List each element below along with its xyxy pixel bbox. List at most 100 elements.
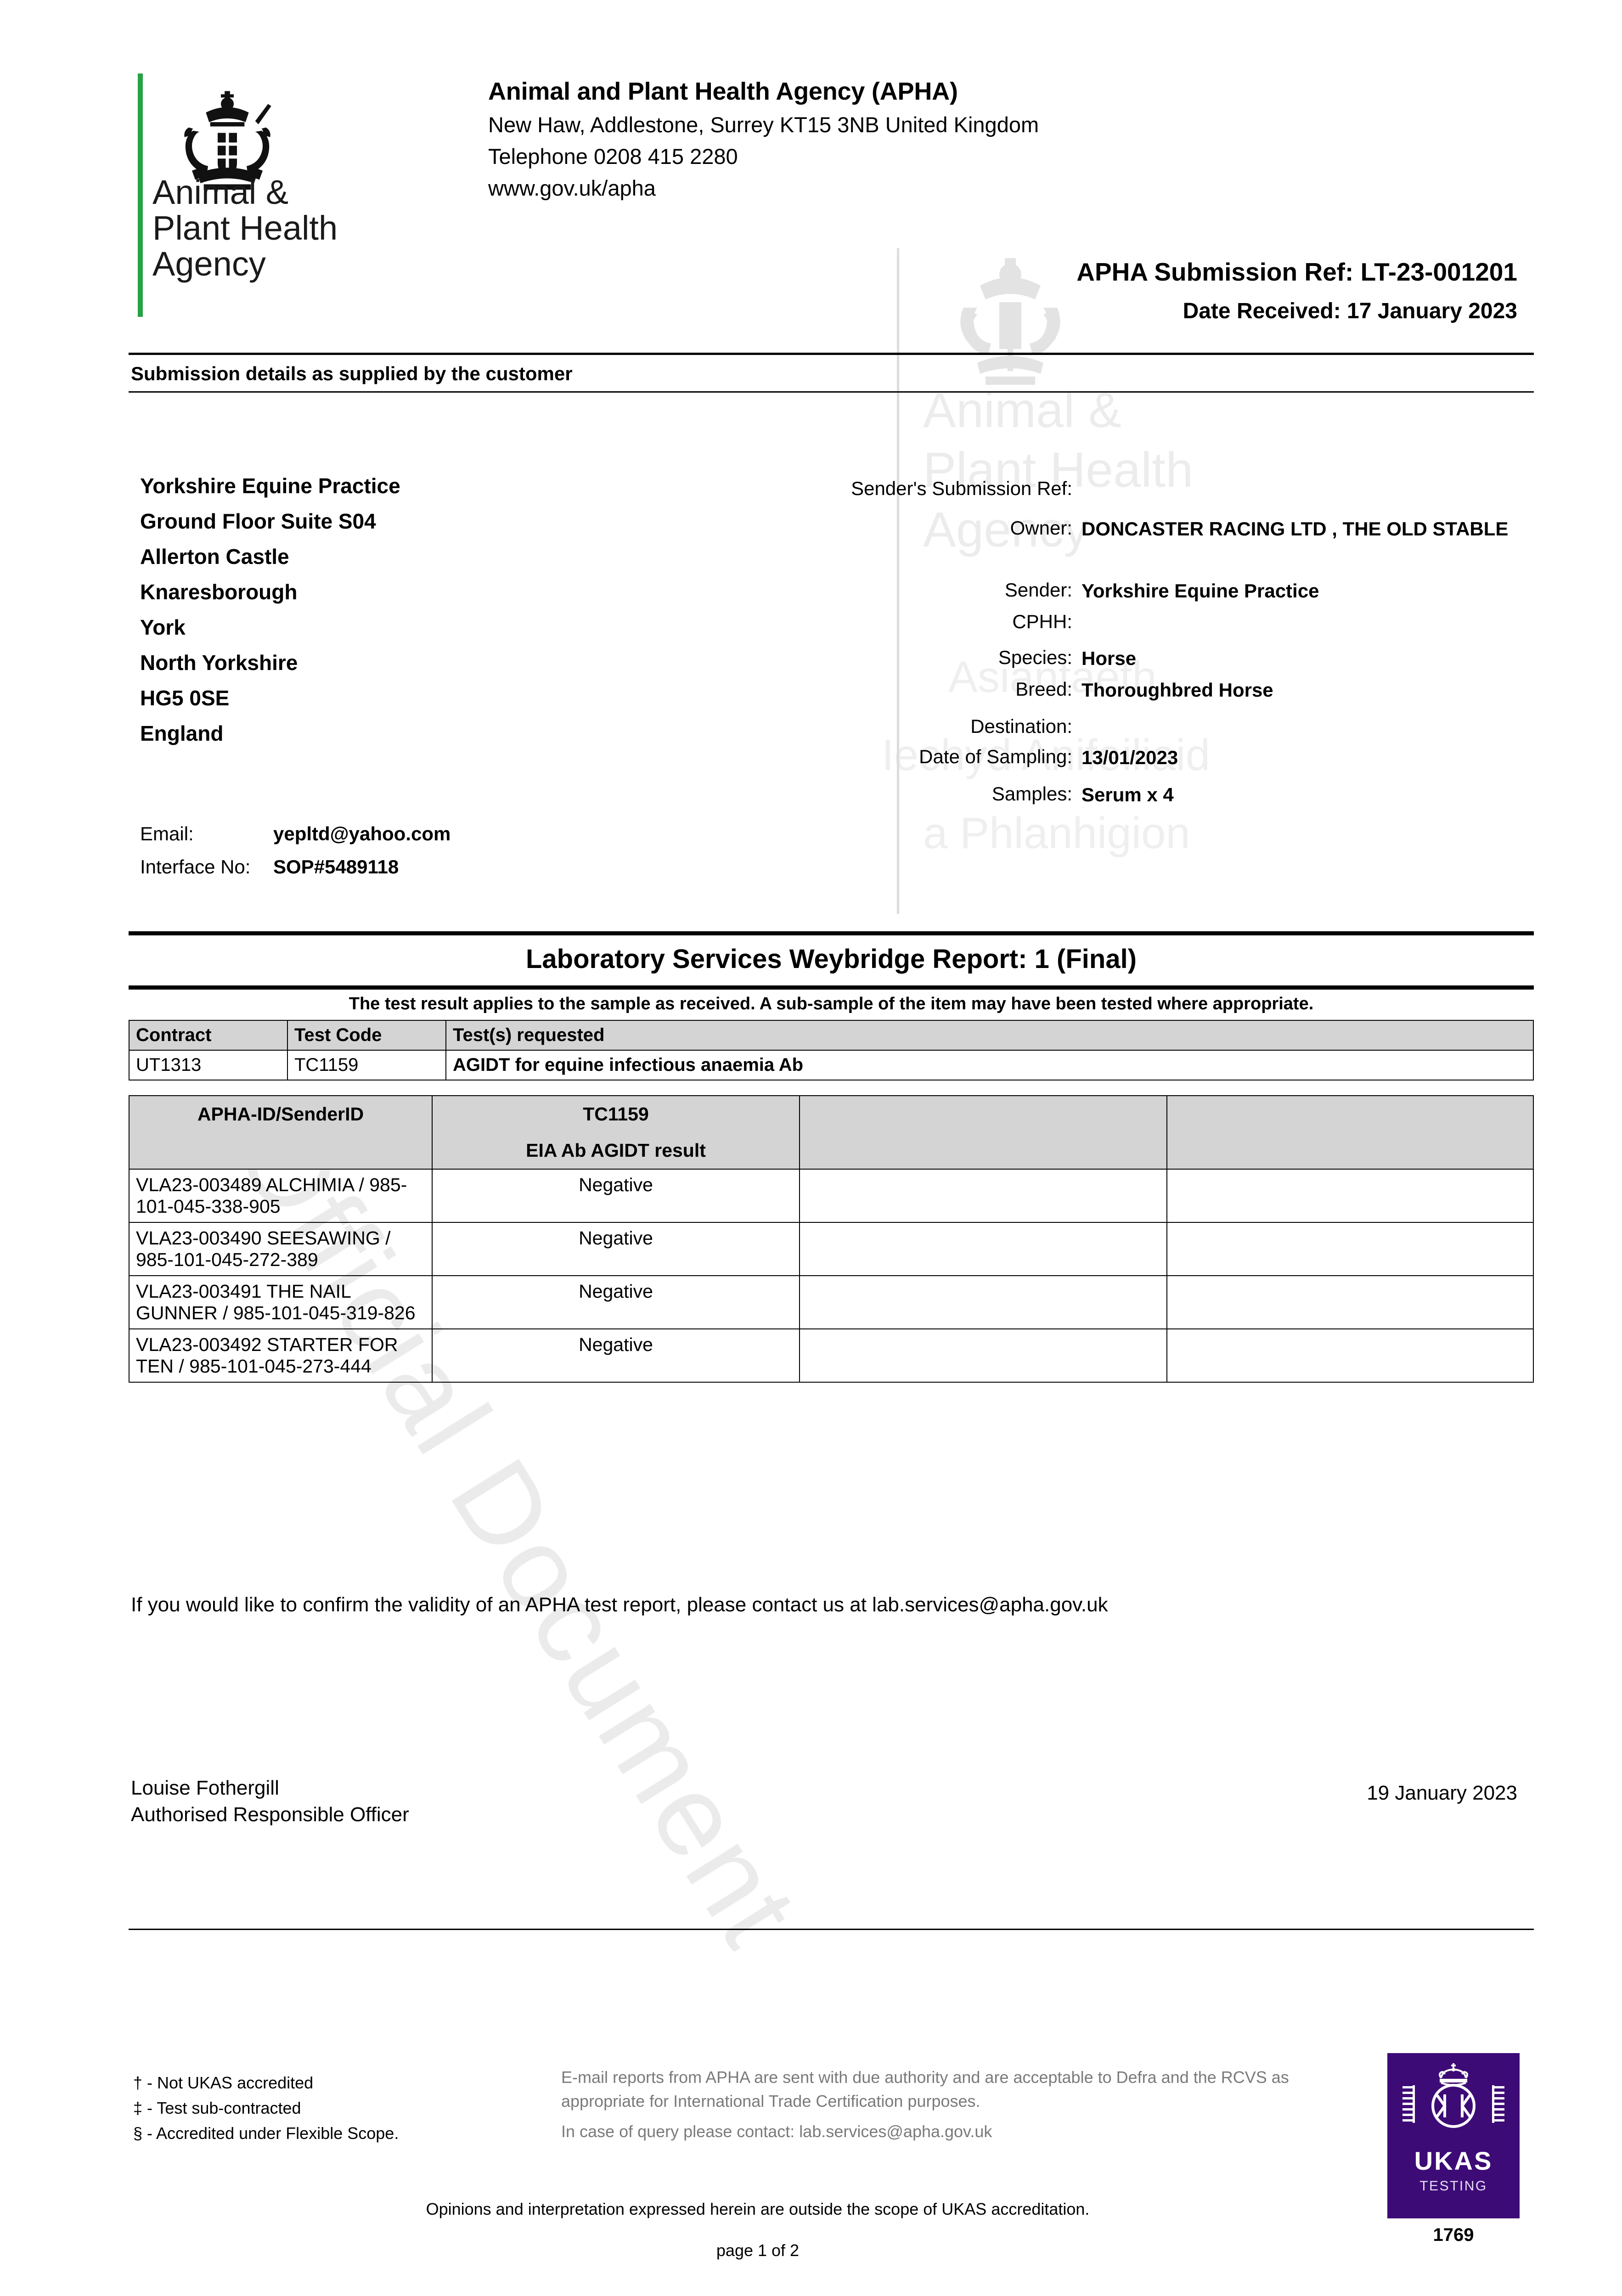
- field-species: Species: Horse: [781, 647, 1534, 670]
- footnote-legend: † - Not UKAS accredited ‡ - Test sub-con…: [133, 2070, 399, 2146]
- table-row: VLA23-003492 STARTER FOR TEN / 985-101-0…: [129, 1328, 1534, 1383]
- ukas-accreditation-logo: UKAS TESTING: [1387, 2053, 1520, 2218]
- field-value: 13/01/2023: [1081, 747, 1178, 768]
- report-title: Laboratory Services Weybridge Report: 1 …: [525, 944, 1137, 974]
- field-label: Samples:: [991, 783, 1072, 805]
- field-label: Date of Sampling:: [919, 746, 1072, 767]
- footer-email-note: E-mail reports from APHA are sent with d…: [561, 2068, 1289, 2110]
- footer-query-note: In case of query please contact: lab.ser…: [561, 2122, 992, 2141]
- ukas-subtitle: TESTING: [1419, 2178, 1487, 2194]
- col-empty-2: [1166, 1095, 1534, 1170]
- watermark-line-6: a Phlanhigion: [923, 809, 1190, 858]
- cell-extra-1: [799, 1169, 1167, 1223]
- footnote-not-ukas: † - Not UKAS accredited: [133, 2073, 314, 2092]
- email-row: Email: yepltd@yahoo.com: [140, 817, 451, 850]
- date-received: Date Received: 17 January 2023: [1183, 299, 1517, 323]
- ukas-crown-emblem-icon: [1401, 2058, 1506, 2145]
- agency-contact-header: Animal and Plant Health Agency (APHA) Ne…: [488, 77, 1039, 201]
- signature-block: Louise Fothergill Authorised Responsible…: [131, 1775, 409, 1828]
- logo-line-3: Agency: [152, 245, 266, 283]
- col-test-result: TC1159 EIA Ab AGIDT result: [432, 1095, 800, 1170]
- address-line: Ground Floor Suite S04: [140, 509, 376, 533]
- footnote-subcontracted: ‡ - Test sub-contracted: [133, 2099, 301, 2117]
- field-label: Breed:: [1015, 678, 1072, 700]
- footnote-flexible-scope: § - Accredited under Flexible Scope.: [133, 2124, 399, 2143]
- report-rule-bottom: [129, 985, 1534, 990]
- signature-date: 19 January 2023: [1367, 1782, 1517, 1804]
- col-empty-1: [799, 1095, 1167, 1170]
- field-value: Yorkshire Equine Practice: [1081, 580, 1319, 602]
- result-col-desc: EIA Ab AGIDT result: [526, 1140, 706, 1161]
- validity-confirmation-text: If you would like to confirm the validit…: [131, 1593, 1108, 1616]
- field-label: Owner:: [1010, 517, 1072, 539]
- field-label: Species:: [998, 647, 1072, 668]
- logo-line-2: Plant Health: [152, 209, 338, 247]
- customer-contact-block: Email: yepltd@yahoo.com Interface No: SO…: [140, 817, 451, 884]
- field-date-of-sampling: Date of Sampling: 13/01/2023: [781, 746, 1534, 769]
- field-label: Sender:: [1004, 579, 1072, 601]
- interface-row: Interface No: SOP#5489118: [140, 850, 451, 884]
- agency-telephone: Telephone 0208 415 2280: [488, 144, 738, 169]
- cell-extra-2: [1166, 1275, 1534, 1329]
- cell-extra-1: [799, 1222, 1167, 1276]
- footer-rule: [129, 1929, 1534, 1930]
- signatory-role: Authorised Responsible Officer: [131, 1803, 409, 1826]
- field-label: Sender's Submission Ref:: [851, 478, 1072, 499]
- footer-email-notes: E-mail reports from APHA are sent with d…: [561, 2065, 1296, 2144]
- header-rule-bottom: [129, 391, 1534, 393]
- interface-value: SOP#5489118: [273, 856, 399, 878]
- email-value: yepltd@yahoo.com: [273, 823, 451, 844]
- field-value: Serum x 4: [1081, 784, 1174, 805]
- cell-sample-id: VLA23-003489 ALCHIMIA / 985-101-045-338-…: [129, 1169, 433, 1223]
- table-header-row: Contract Test Code Test(s) requested: [129, 1020, 1534, 1051]
- result-col-code: TC1159: [583, 1103, 649, 1125]
- vertical-divider: [897, 248, 899, 914]
- cell-result: Negative: [432, 1328, 800, 1383]
- field-destination: Destination:: [781, 715, 1534, 737]
- address-line: HG5 0SE: [140, 686, 230, 710]
- field-owner: Owner: DONCASTER RACING LTD , THE OLD ST…: [781, 517, 1534, 565]
- ukas-accreditation-number: 1769: [1433, 2225, 1474, 2245]
- cell-extra-2: [1166, 1169, 1534, 1223]
- table-row: VLA23-003489 ALCHIMIA / 985-101-045-338-…: [129, 1169, 1534, 1223]
- results-table: APHA-ID/SenderID TC1159 EIA Ab AGIDT res…: [129, 1095, 1534, 1383]
- cell-extra-2: [1166, 1222, 1534, 1276]
- ukas-wordmark: UKAS: [1414, 2146, 1493, 2175]
- page-number: page 1 of 2: [716, 2241, 800, 2260]
- contract-table: Contract Test Code Test(s) requested UT1…: [129, 1020, 1534, 1080]
- submission-ref-block: APHA Submission Ref: LT-23-001201 Date R…: [1076, 257, 1517, 324]
- address-line: England: [140, 721, 224, 745]
- address-line: Yorkshire Equine Practice: [140, 474, 400, 498]
- customer-address-block: Yorkshire Equine Practice Ground Floor S…: [140, 468, 400, 751]
- field-senders-submission-ref: Sender's Submission Ref:: [781, 478, 1534, 500]
- submission-details-fields: Sender's Submission Ref: Owner: DONCASTE…: [781, 478, 1534, 811]
- field-value: DONCASTER RACING LTD , THE OLD STABLE: [1081, 518, 1509, 540]
- address-line: Knaresborough: [140, 580, 298, 604]
- cell-sample-id: VLA23-003492 STARTER FOR TEN / 985-101-0…: [129, 1328, 433, 1383]
- signatory-name: Louise Fothergill: [131, 1777, 279, 1799]
- submission-details-heading: Submission details as supplied by the cu…: [131, 363, 573, 384]
- address-line: York: [140, 615, 186, 639]
- agency-name: Animal and Plant Health Agency (APHA): [488, 78, 958, 105]
- agency-website: www.gov.uk/apha: [488, 176, 656, 200]
- royal-coat-of-arms-watermark-icon: [928, 239, 1093, 404]
- field-samples: Samples: Serum x 4: [781, 783, 1534, 806]
- report-note: The test result applies to the sample as…: [349, 994, 1314, 1013]
- field-breed: Breed: Thoroughbred Horse: [781, 678, 1534, 702]
- field-sender: Sender: Yorkshire Equine Practice: [781, 579, 1534, 602]
- cell-result: Negative: [432, 1169, 800, 1223]
- cell-sample-id: VLA23-003491 THE NAIL GUNNER / 985-101-0…: [129, 1275, 433, 1329]
- cell-extra-2: [1166, 1328, 1534, 1383]
- table-row: VLA23-003490 SEESAWING / 985-101-045-272…: [129, 1222, 1534, 1276]
- cell-result: Negative: [432, 1275, 800, 1329]
- col-test-code: Test Code: [287, 1020, 446, 1051]
- table-row: VLA23-003491 THE NAIL GUNNER / 985-101-0…: [129, 1275, 1534, 1329]
- logo-line-1: Animal &: [152, 173, 289, 211]
- col-apha-id: APHA-ID/SenderID: [129, 1095, 433, 1170]
- footer-opinion-note: Opinions and interpretation expressed he…: [426, 2200, 1090, 2218]
- field-value: Thoroughbred Horse: [1081, 679, 1273, 701]
- col-contract: Contract: [129, 1020, 288, 1051]
- agency-logo-text: Animal & Plant Health Agency: [152, 174, 338, 282]
- interface-label: Interface No:: [140, 856, 251, 878]
